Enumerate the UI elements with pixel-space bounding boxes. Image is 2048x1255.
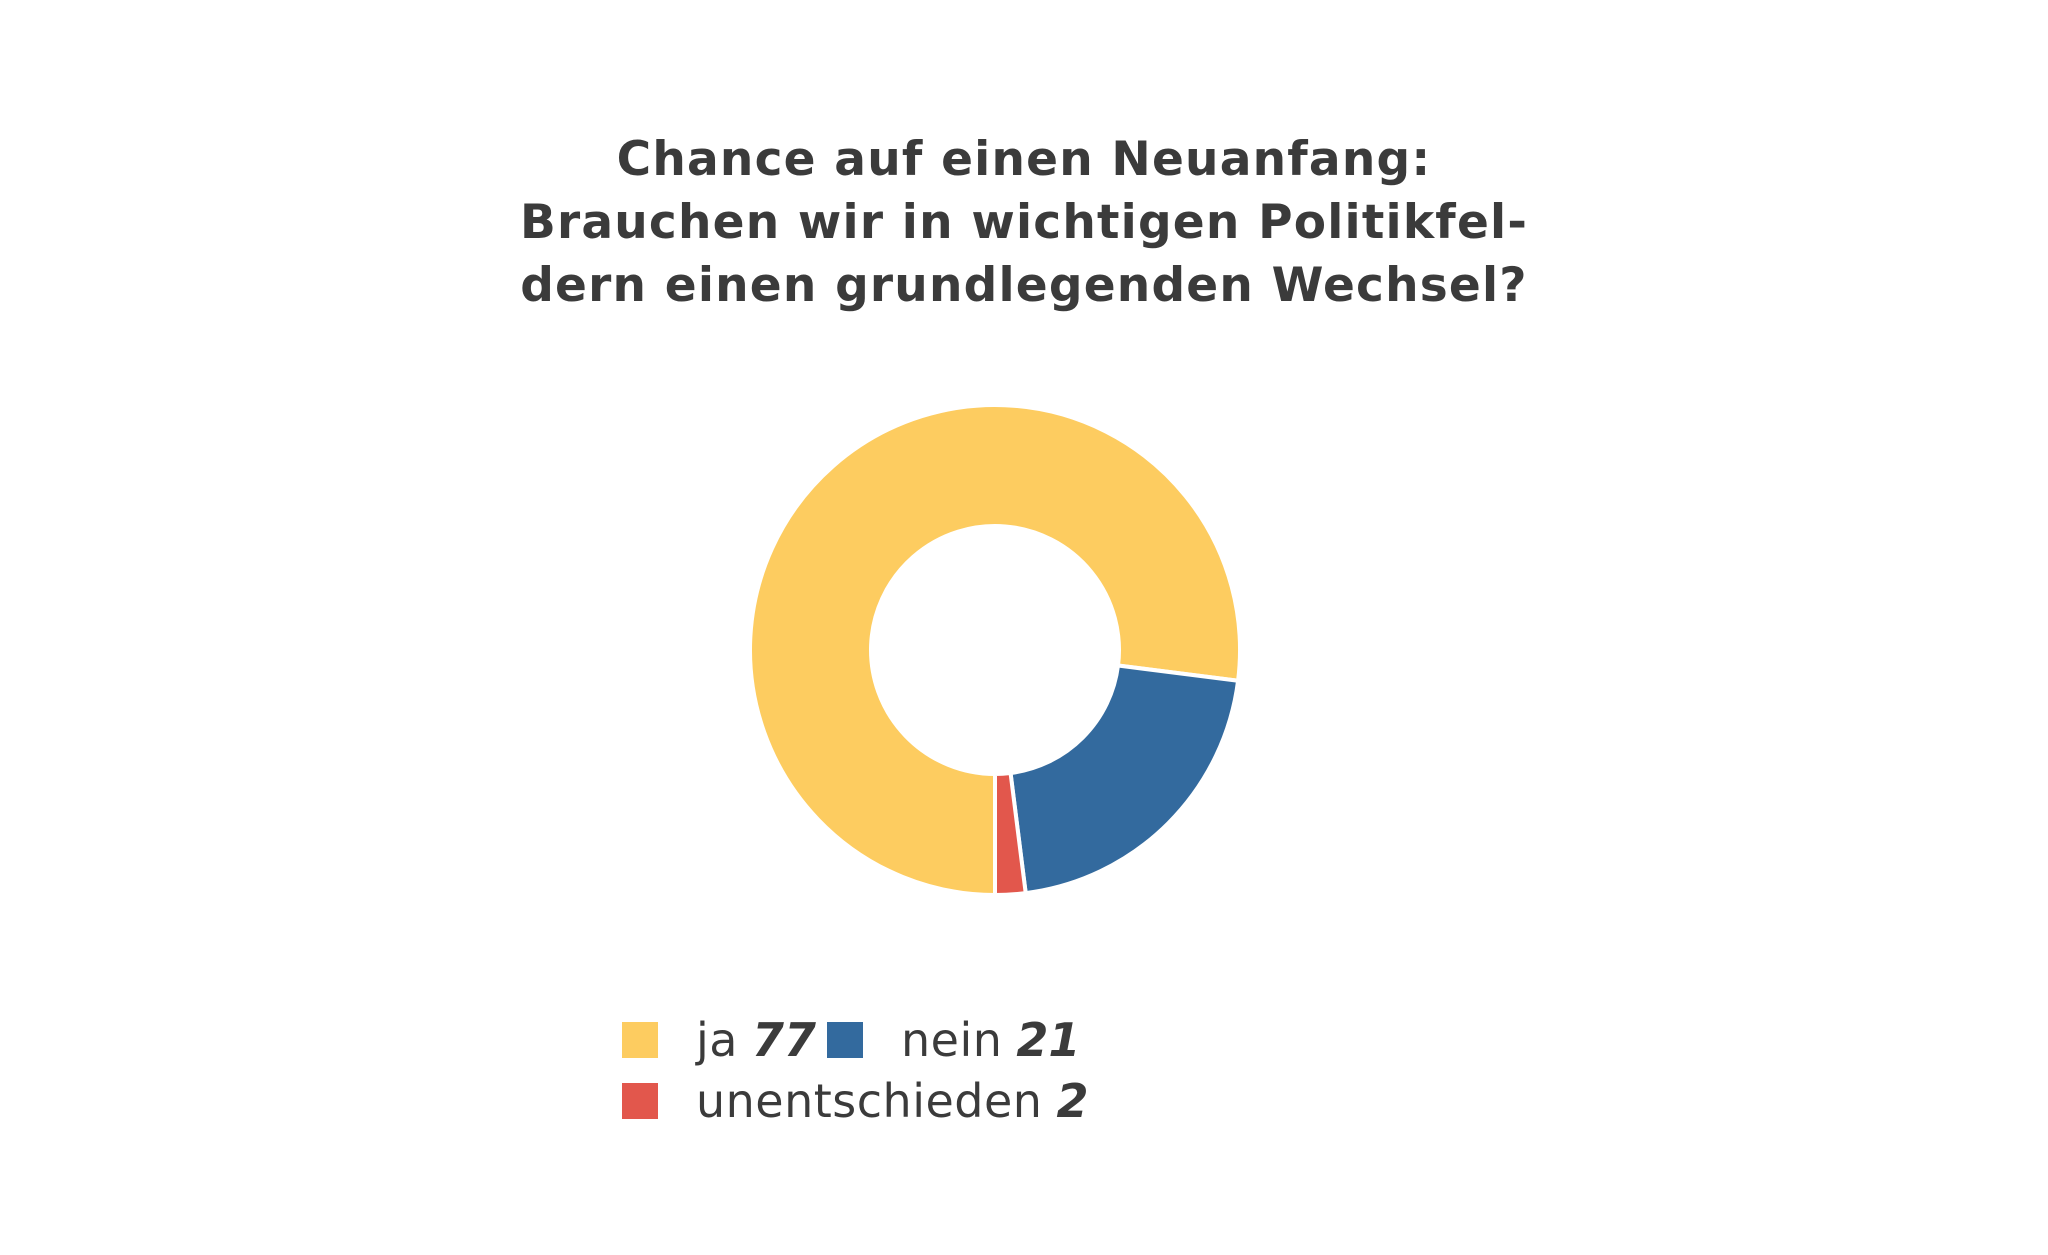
- legend-item-unentschieden: unentschieden 2: [622, 1073, 1088, 1129]
- chart-title-line-1: Chance auf einen Neuanfang:: [616, 132, 1432, 187]
- donut-slice-nein: [1008, 663, 1241, 896]
- chart-title-line-2: Brauchen wir in wichtigen Politikfel-: [519, 195, 1529, 250]
- legend-swatch-nein: [827, 1022, 863, 1058]
- legend-swatch-ja: [622, 1022, 658, 1058]
- legend-swatch-unentschieden: [622, 1083, 658, 1119]
- legend-label-ja: ja: [696, 1013, 738, 1067]
- legend-value-ja: 77: [751, 1013, 816, 1067]
- legend-item-ja: ja 77: [622, 1012, 816, 1068]
- chart-title-line-3: dern einen grundlegenden Wechsel?: [520, 258, 1528, 313]
- legend-label-nein: nein: [901, 1013, 1003, 1067]
- donut-slice-ja: [748, 403, 1242, 897]
- legend-item-nein: nein 21: [827, 1012, 1080, 1068]
- donut-slice-unentschieden: [993, 771, 1028, 897]
- legend-value-nein: 21: [1016, 1013, 1081, 1067]
- chart-title: Chance auf einen Neuanfang: Brauchen wir…: [474, 128, 1574, 317]
- legend-label-unentschieden: unentschieden: [696, 1074, 1043, 1128]
- legend-value-unentschieden: 2: [1056, 1074, 1089, 1128]
